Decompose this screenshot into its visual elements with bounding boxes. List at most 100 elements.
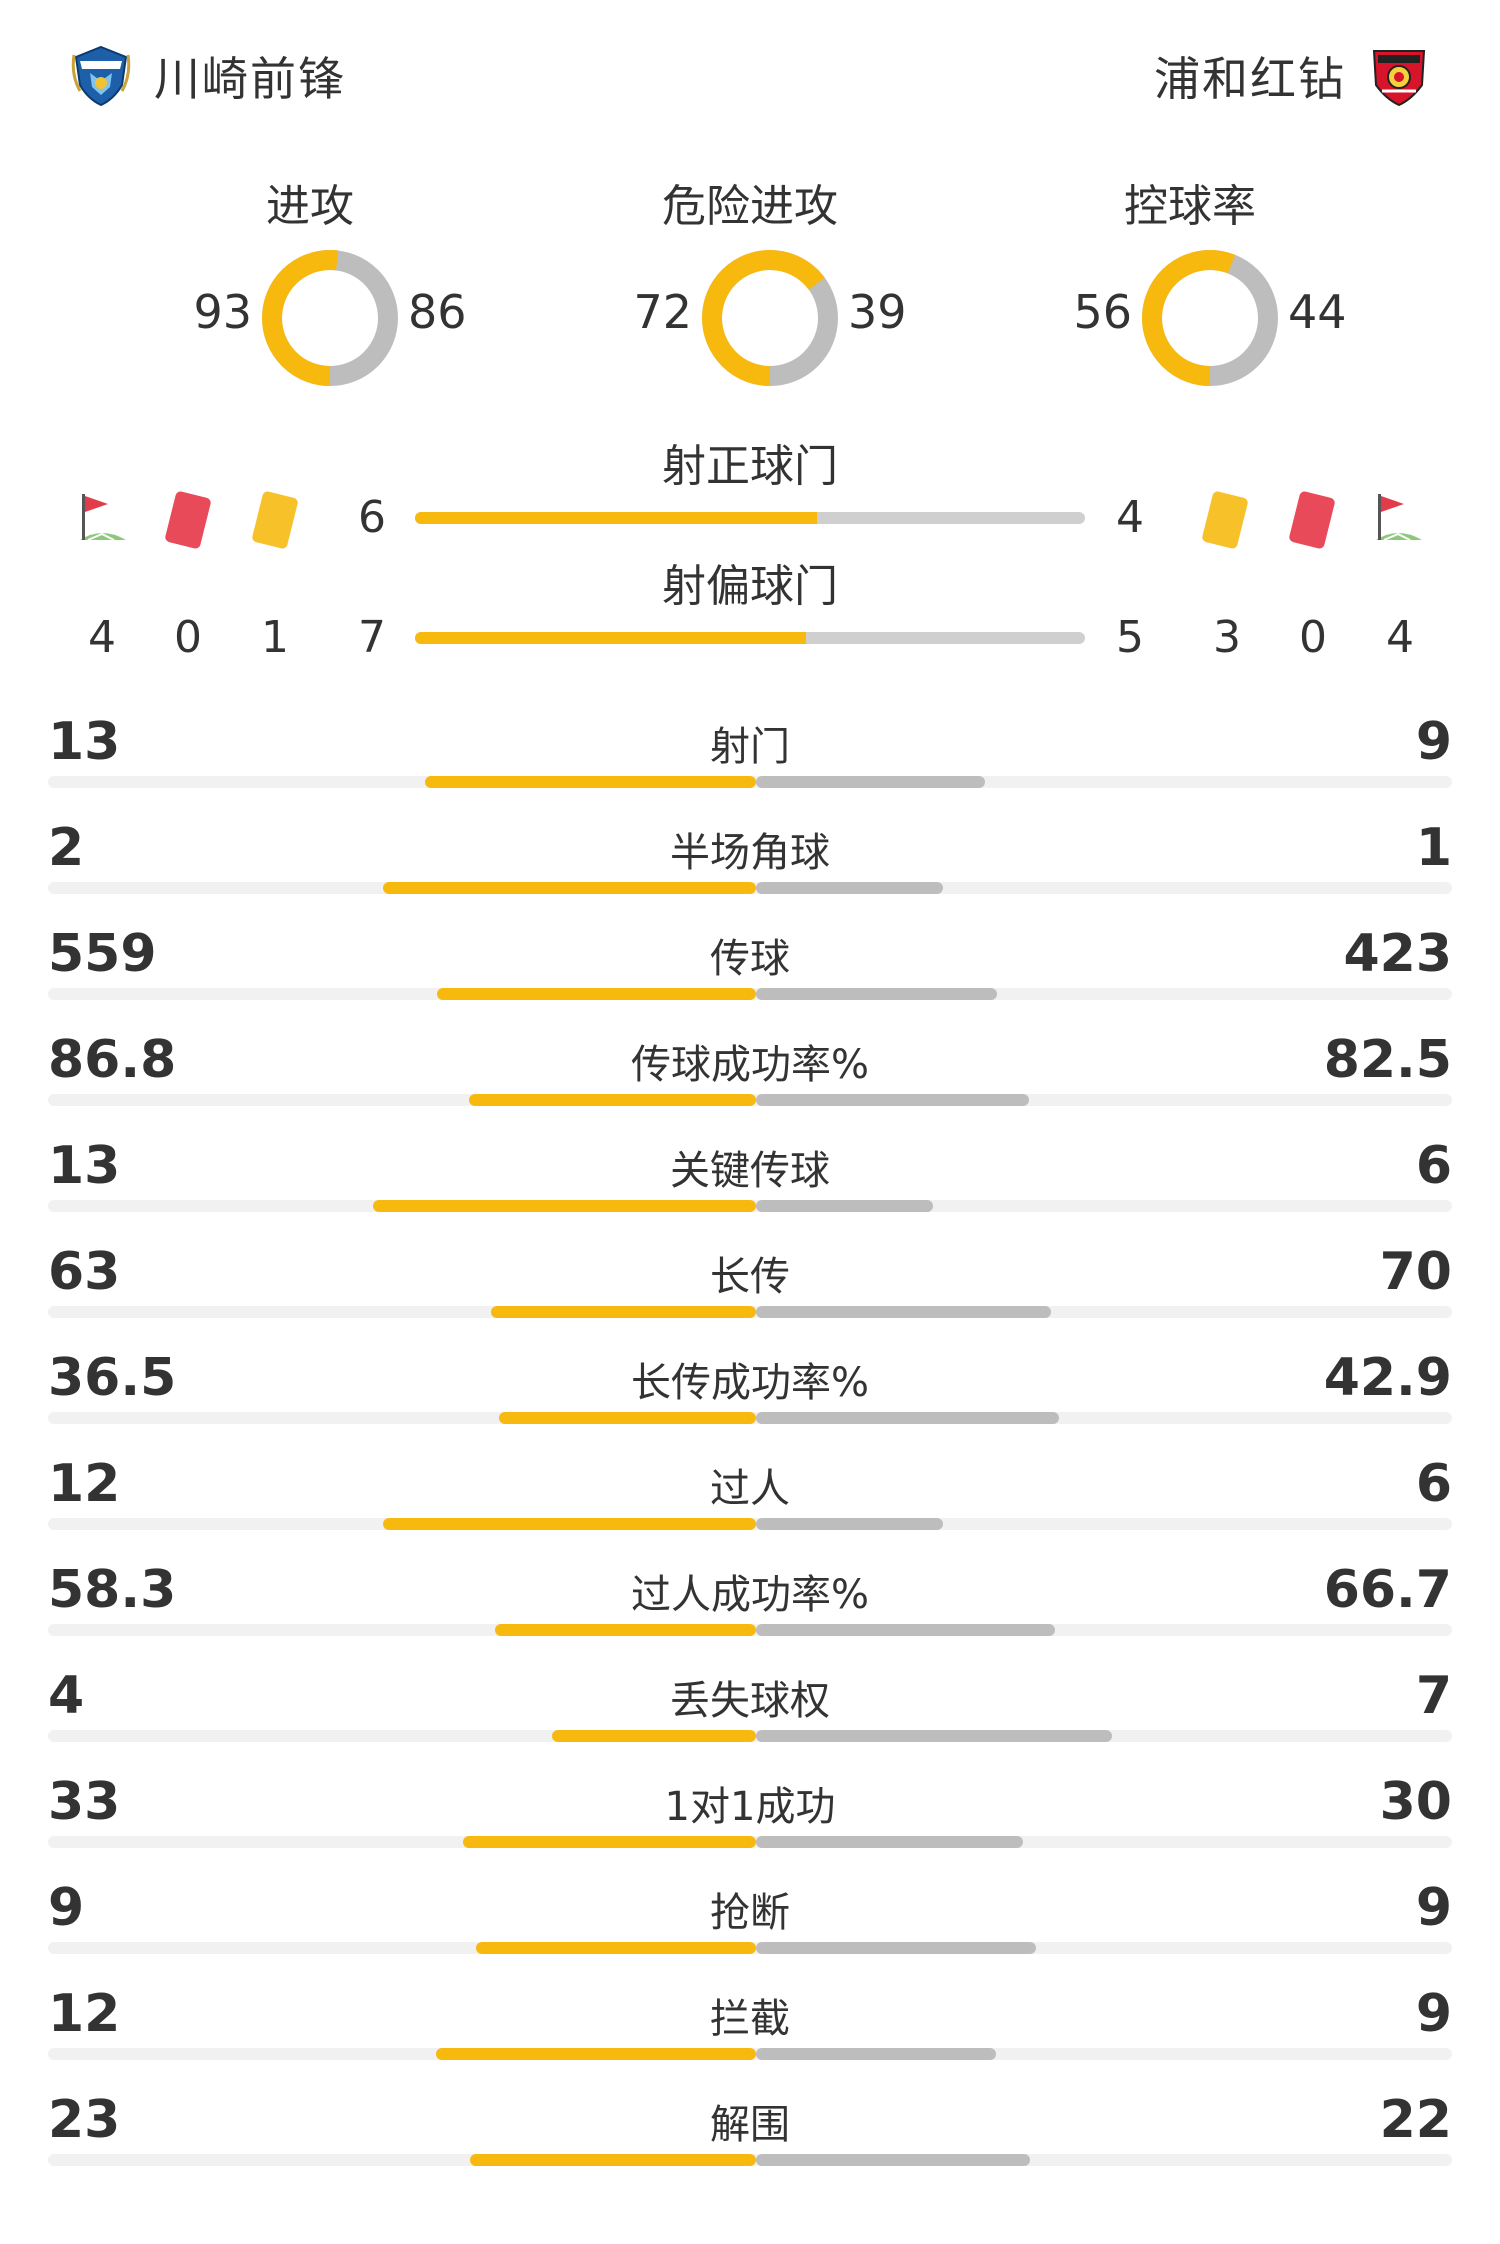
- stat-label: 关键传球: [670, 1148, 830, 1194]
- stat-home-value: 2: [48, 818, 85, 878]
- donut-attacks: 进攻 93 86: [90, 160, 530, 400]
- kawasaki-frontale-crest-icon: [71, 45, 131, 107]
- donut-title: 危险进攻: [662, 181, 838, 232]
- donut-home-value: 93: [193, 285, 252, 339]
- stat-home-bar: [382, 882, 756, 894]
- away-team[interactable]: 浦和红钻: [1154, 40, 1430, 112]
- donut-home-arc: [702, 250, 838, 386]
- stat-home-bar: [498, 1412, 756, 1424]
- stat-home-bar: [552, 1730, 756, 1742]
- home-team[interactable]: 川崎前锋: [70, 40, 346, 112]
- stat-row: 12 拦截 9: [0, 1962, 1500, 2068]
- stat-home-value: 13: [48, 1136, 121, 1196]
- donut-ring: [702, 250, 838, 386]
- stat-row: 13 射门 9: [0, 690, 1500, 796]
- stat-away-bar: [756, 1412, 1059, 1424]
- stat-away-value: 6: [1415, 1136, 1452, 1196]
- stat-away-value: 9: [1415, 712, 1452, 772]
- stat-away-bar: [756, 2154, 1030, 2166]
- stat-row: 58.3 过人成功率% 66.7: [0, 1538, 1500, 1644]
- home-yellow-cards-count: 1: [261, 612, 289, 663]
- stat-home-value: 4: [48, 1666, 85, 1726]
- stat-away-value: 9: [1415, 1878, 1452, 1938]
- stat-away-value: 66.7: [1323, 1560, 1452, 1620]
- stat-home-value: 13: [48, 712, 121, 772]
- stat-away-bar: [756, 988, 998, 1000]
- away-team-name: 浦和红钻: [1154, 52, 1346, 106]
- stat-row: 13 关键传球 6: [0, 1114, 1500, 1220]
- stat-away-value: 30: [1379, 1772, 1452, 1832]
- yellow-card-icon: [1202, 491, 1248, 549]
- stat-away-bar: [756, 882, 943, 894]
- stat-row: 63 长传 70: [0, 1220, 1500, 1326]
- stat-label: 拦截: [710, 1996, 790, 2042]
- shots-on-target-title: 射正球门: [662, 441, 838, 492]
- donut-title: 控球率: [1124, 181, 1256, 232]
- donut-home-value: 72: [633, 285, 692, 339]
- stat-home-value: 58.3: [48, 1560, 177, 1620]
- shots-section: 射正球门 6 4 射偏球门 4 0 1 7 5 3 0 4: [0, 430, 1500, 670]
- stat-label: 过人成功率%: [630, 1572, 869, 1618]
- stat-home-bar: [372, 1200, 756, 1212]
- stat-row: 33 1对1成功 30: [0, 1750, 1500, 1856]
- shots-on-target-bar: [415, 512, 1085, 524]
- home-corners-count: 4: [88, 612, 116, 663]
- stat-home-value: 12: [48, 1454, 121, 1514]
- stat-away-bar: [756, 1306, 1051, 1318]
- stat-label: 过人: [710, 1466, 790, 1512]
- stat-home-value: 23: [48, 2090, 121, 2150]
- stat-label: 抢断: [710, 1890, 790, 1936]
- shots-off-target-title: 射偏球门: [662, 561, 838, 612]
- stat-home-bar: [468, 1094, 756, 1106]
- stat-label: 长传: [710, 1254, 790, 1300]
- stat-row: 4 丢失球权 7: [0, 1644, 1500, 1750]
- stat-away-value: 70: [1379, 1242, 1452, 1302]
- red-card-icon: [1289, 491, 1335, 549]
- stat-home-bar: [437, 988, 756, 1000]
- stat-away-bar: [756, 1942, 1036, 1954]
- donut-home-arc: [1142, 250, 1278, 386]
- stat-home-bar: [382, 1518, 756, 1530]
- stat-home-value: 63: [48, 1242, 121, 1302]
- stat-away-value: 6: [1415, 1454, 1452, 1514]
- stat-label: 1对1成功: [664, 1784, 836, 1830]
- stat-label: 半场角球: [670, 830, 830, 876]
- home-team-name: 川崎前锋: [154, 52, 346, 106]
- stat-home-bar: [494, 1624, 756, 1636]
- stat-away-bar: [756, 1094, 1029, 1106]
- donut-ring: [262, 250, 398, 386]
- donut-ring: [1142, 250, 1278, 386]
- shots-off-target-fill: [415, 632, 806, 644]
- shots-off-target-home: 7: [358, 612, 386, 663]
- stat-away-bar: [756, 1518, 943, 1530]
- stat-away-bar: [756, 1200, 933, 1212]
- urawa-reds-crest-icon: [1372, 50, 1426, 107]
- stat-label: 解围: [710, 2102, 790, 2148]
- stat-home-value: 9: [48, 1878, 85, 1938]
- stats-list: 13 射门 9 2 半场角球 1 559 传球 423 86.8 传球成功率% 82.5 13 关键传球 6…: [0, 690, 1500, 2174]
- stat-row: 86.8 传球成功率% 82.5: [0, 1008, 1500, 1114]
- away-corners-count: 4: [1386, 612, 1414, 663]
- stat-label: 丢失球权: [670, 1678, 830, 1724]
- stat-label: 射门: [710, 724, 790, 770]
- stat-away-value: 42.9: [1323, 1348, 1452, 1408]
- red-card-icon: [165, 491, 211, 549]
- donut-away-value: 39: [848, 285, 907, 339]
- stat-home-bar: [436, 2048, 756, 2060]
- match-header: 川崎前锋 浦和红钻: [0, 0, 1500, 150]
- donut-dangerous-attacks: 危险进攻 72 39: [530, 160, 970, 400]
- stat-home-bar: [469, 2154, 756, 2166]
- stat-away-bar: [756, 776, 986, 788]
- stat-home-bar: [476, 1942, 756, 1954]
- shots-on-target-fill: [415, 512, 817, 524]
- shots-off-target-bar: [415, 632, 1085, 644]
- stat-away-value: 82.5: [1323, 1030, 1452, 1090]
- donut-away-value: 86: [408, 285, 467, 339]
- stat-away-bar: [756, 2048, 996, 2060]
- stat-away-value: 9: [1415, 1984, 1452, 2044]
- stat-row: 2 半场角球 1: [0, 796, 1500, 902]
- stat-row: 36.5 长传成功率% 42.9: [0, 1326, 1500, 1432]
- stat-home-value: 12: [48, 1984, 121, 2044]
- stat-away-value: 423: [1343, 924, 1452, 984]
- away-yellow-cards-count: 3: [1213, 612, 1241, 663]
